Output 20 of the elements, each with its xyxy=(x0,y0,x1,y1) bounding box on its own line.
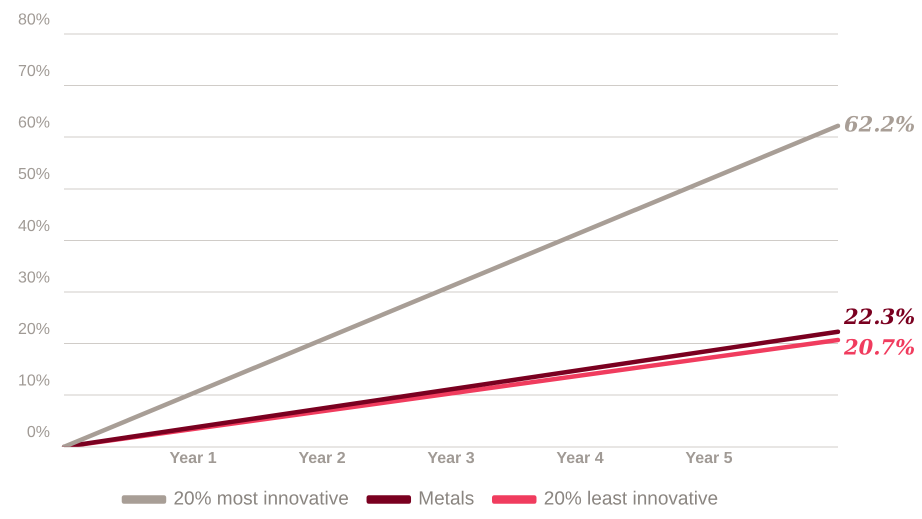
y-tick-label: 20% xyxy=(18,321,50,338)
x-tick-label: Year 5 xyxy=(685,450,733,467)
legend-label: 20% most innovative xyxy=(173,488,349,510)
data-label: 20.7% xyxy=(843,334,916,360)
data-label: 62.2% xyxy=(844,111,916,136)
y-tick-label: 50% xyxy=(18,166,50,184)
y-tick-label: 40% xyxy=(18,218,50,235)
x-tick-label: Year 2 xyxy=(298,450,346,467)
y-tick-label: 10% xyxy=(18,372,50,390)
x-tick-label: Year 1 xyxy=(169,450,217,467)
y-tick-label: 70% xyxy=(18,63,50,80)
y-tick-label: 0% xyxy=(26,424,50,442)
y-tick-label: 30% xyxy=(18,269,50,286)
data-label: 22.3% xyxy=(843,304,916,330)
x-tick-label: Year 3 xyxy=(427,450,475,467)
legend-label: Metals xyxy=(418,488,474,510)
y-tick-label: 80% xyxy=(18,11,50,28)
legend-label: 20% least innovative xyxy=(544,488,718,510)
y-tick-label: 60% xyxy=(18,114,50,132)
x-tick-label: Year 4 xyxy=(556,450,604,467)
